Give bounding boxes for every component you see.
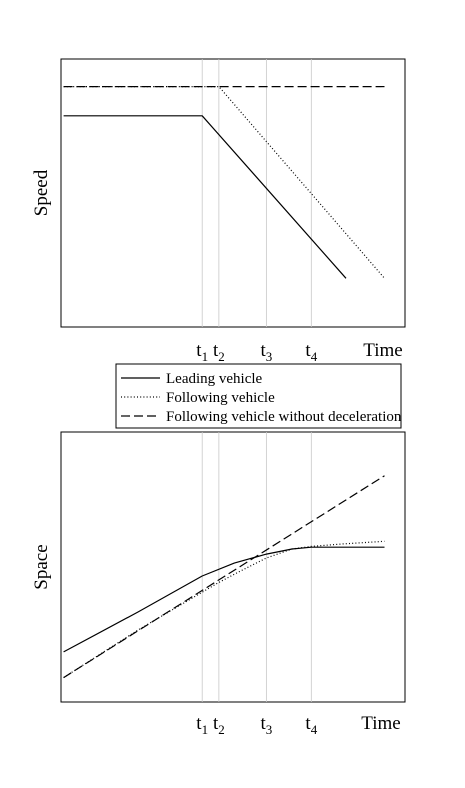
space-tick-label-t3: t3: [260, 713, 272, 737]
speed-tick-label-t4: t4: [305, 340, 317, 364]
legend: Leading vehicle Following vehicle Follow…: [115, 363, 402, 429]
speed-time-marker-lines: [201, 59, 312, 327]
speed-tick-label-t2: t2: [213, 340, 225, 364]
speed-tick-sub-t4: 4: [311, 349, 318, 364]
speed-x-tick-labels: t1 t2 t3 t4: [196, 340, 317, 364]
speed-tick-label-t1: t1: [196, 340, 208, 364]
space-series-following-vehicle-without-deceleration: [63, 475, 385, 679]
speed-x-axis-label: Time: [363, 340, 402, 361]
space-tick-base-t3: t: [260, 713, 266, 734]
space-plot-frame: [60, 431, 406, 703]
space-tick-base-t2: t: [213, 713, 219, 734]
space-y-axis-label: Space: [31, 544, 52, 589]
legend-label-leading: Leading vehicle: [166, 371, 263, 387]
speed-tick-sub-t1: 1: [202, 349, 209, 364]
speed-tick-sub-t2: 2: [218, 349, 225, 364]
space-x-tick-labels: t1 t2 t3 t4: [196, 713, 317, 737]
space-tick-sub-t1: 1: [202, 722, 209, 737]
space-panel: t1 t2 t3 t4 Space Time: [31, 431, 406, 737]
space-tick-sub-t3: 3: [266, 722, 273, 737]
speed-tick-base-t3: t: [260, 340, 266, 361]
speed-tick-base-t4: t: [305, 340, 311, 361]
speed-plot-frame: [60, 58, 406, 328]
space-tick-sub-t2: 2: [218, 722, 225, 737]
legend-box: [115, 363, 402, 429]
space-time-marker-lines: [201, 432, 312, 702]
space-tick-label-t4: t4: [305, 713, 317, 737]
speed-y-axis-label: Speed: [31, 169, 52, 216]
space-tick-sub-t4: 4: [311, 722, 318, 737]
speed-series-leading-vehicle: [63, 115, 347, 279]
speed-tick-base-t1: t: [196, 340, 202, 361]
space-tick-base-t4: t: [305, 713, 311, 734]
legend-label-following: Following vehicle: [166, 390, 275, 406]
space-tick-label-t2: t2: [213, 713, 225, 737]
speed-tick-label-t3: t3: [260, 340, 272, 364]
space-x-axis-label: Time: [361, 713, 400, 734]
speed-panel: t1 t2 t3 t4 Speed Time: [31, 58, 406, 364]
speed-tick-base-t2: t: [213, 340, 219, 361]
speed-series: [63, 85, 385, 279]
legend-label-no-deceleration: Following vehicle without deceleration: [166, 409, 402, 425]
space-series: [63, 475, 385, 679]
space-tick-base-t1: t: [196, 713, 202, 734]
space-tick-label-t1: t1: [196, 713, 208, 737]
speed-tick-sub-t3: 3: [266, 349, 273, 364]
speed-series-following-vehicle: [63, 85, 385, 279]
space-series-leading-vehicle: [63, 546, 385, 653]
